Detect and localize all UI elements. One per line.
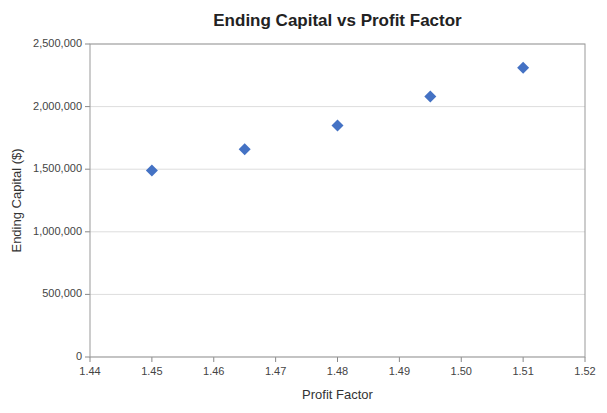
grid [90,44,585,357]
x-tick-label: 1.45 [141,365,162,377]
points [146,62,529,177]
y-tick-label: 1,500,000 [33,162,82,174]
plot-frame [90,44,585,357]
y-tick [85,44,90,45]
y-tick [85,231,90,232]
x-tick [90,357,91,362]
x-tick [523,357,524,362]
grid-line [90,294,585,295]
y-tick [85,357,90,358]
x-tick-label: 1.51 [512,365,533,377]
y-axis-label: Ending Capital ($) [9,148,24,252]
x-axis-label: Profit Factor [302,387,373,402]
title: Ending Capital vs Profit Factor [213,11,462,30]
y-tick-label: 0 [76,350,82,362]
chart: 0 500,000 1,000,000 1,500,000 2,000,000 2,500… [0,0,607,413]
axes: 0 500,000 1,000,000 1,500,000 2,000,000 2,500… [33,37,596,377]
point [517,62,529,74]
x-tick [399,357,400,362]
background [0,0,607,413]
x-tick-label: 1.49 [389,365,410,377]
x-tick [585,357,586,362]
x-tick [151,357,152,362]
y-tick [85,294,90,295]
y-tick-label: 2,500,000 [33,37,82,49]
grid-line [90,169,585,170]
point [239,143,251,155]
point [146,164,158,176]
x-tick [337,357,338,362]
x-tick-label: 1.48 [327,365,348,377]
x-tick-label: 1.47 [265,365,286,377]
x-tick [275,357,276,362]
y-tick [85,169,90,170]
x-tick-label: 1.52 [574,365,595,377]
point [332,119,344,131]
y-tick-label: 500,000 [42,287,82,299]
x-tick [461,357,462,362]
x-tick [213,357,214,362]
y-tick-label: 1,000,000 [33,225,82,237]
grid-line [90,231,585,232]
x-tick-label: 1.50 [451,365,472,377]
y-tick-label: 2,000,000 [33,100,82,112]
x-tick-label: 1.44 [79,365,100,377]
grid-line [90,106,585,107]
x-tick-label: 1.46 [203,365,224,377]
point [424,91,436,103]
y-tick [85,106,90,107]
